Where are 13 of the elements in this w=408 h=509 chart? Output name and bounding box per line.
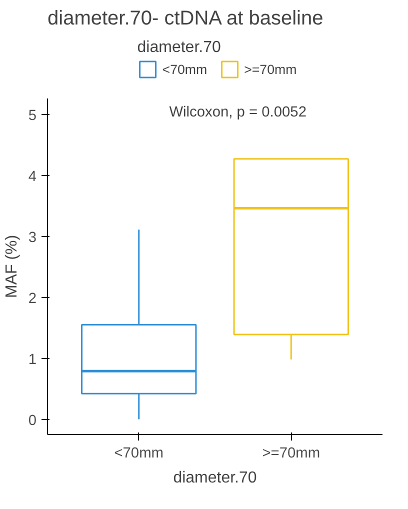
y-tick-label: 4: [28, 168, 37, 185]
legend-title: diameter.70: [137, 39, 222, 57]
y-axis-title: MAF (%): [3, 234, 20, 298]
y-tick-label: 5: [28, 108, 37, 124]
y-tick-label: 2: [28, 290, 37, 307]
x-axis-title: diameter.70: [173, 470, 257, 486]
y-tick-label: 3: [28, 230, 37, 246]
legend-label: <70mm: [162, 62, 208, 76]
annotation: Wilcoxon, p = 0.0052: [169, 104, 306, 120]
y-tick-label: 0: [28, 412, 37, 429]
legend-label: >=70mm: [244, 62, 297, 76]
chart-title: diameter.70- ctDNA at baseline: [48, 8, 324, 30]
y-tick-label: 1: [28, 352, 37, 368]
